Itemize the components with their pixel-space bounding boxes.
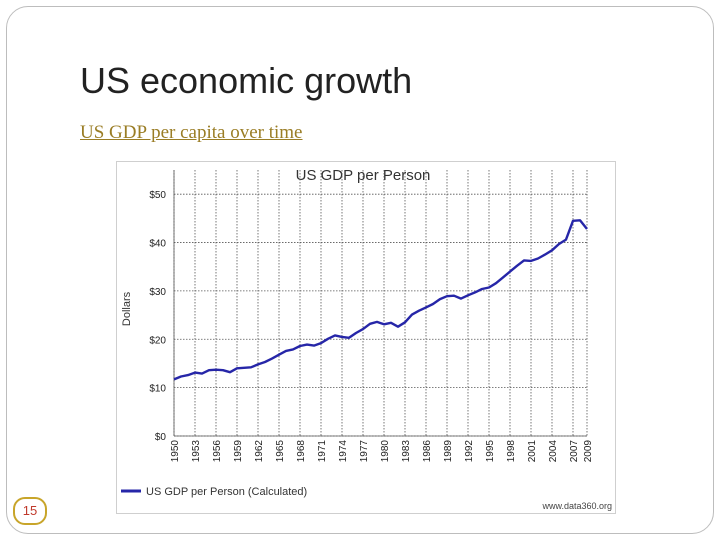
x-tick-label: 1989 <box>443 440 454 463</box>
x-tick-label: 1965 <box>275 440 286 463</box>
x-tick-label: 1980 <box>380 440 391 463</box>
chart-title: US GDP per Person <box>296 167 431 184</box>
x-tick-label: 1968 <box>296 440 307 463</box>
x-tick-label: 1983 <box>401 440 412 463</box>
legend: US GDP per Person (Calculated) <box>121 486 307 498</box>
y-axis-label: Dollars <box>121 291 133 326</box>
legend-label: US GDP per Person (Calculated) <box>146 486 307 498</box>
x-tick-label: 1959 <box>233 440 244 463</box>
x-tick-label: 1971 <box>317 440 328 463</box>
x-tick-label: 1956 <box>212 440 223 463</box>
x-tick-label: 2007 <box>569 440 580 463</box>
x-tick-label: 1953 <box>191 440 202 463</box>
gdp-line-chart: US GDP per Person Dollars $0 $10 $20 $30 $40… <box>121 167 612 511</box>
x-tick-label: 1995 <box>485 440 496 463</box>
series-line <box>173 219 588 381</box>
x-tick-label: 2001 <box>527 440 538 463</box>
y-tick-label: $20 <box>149 335 166 346</box>
x-tick-label: 1977 <box>359 440 370 463</box>
series-lines <box>173 219 588 381</box>
y-tick-label: $10 <box>149 384 166 395</box>
source-credit: www.data360.org <box>541 501 612 511</box>
y-tick-labels: $0 $10 $20 $30 $40 $50 <box>149 190 166 443</box>
gdp-link[interactable]: US GDP per capita over time <box>80 122 303 143</box>
y-tick-label: $30 <box>149 287 166 298</box>
grid-lines <box>173 170 588 437</box>
x-tick-label: 1950 <box>170 440 181 463</box>
chart-container: US GDP per Person Dollars $0 $10 $20 $30 $40… <box>116 161 616 514</box>
x-tick-label: 1962 <box>254 440 265 463</box>
x-tick-label: 2004 <box>548 440 559 463</box>
y-tick-label: $0 <box>155 432 167 443</box>
x-tick-labels: 1950 1953 1956 1959 1962 1965 1968 1971 1974 1977… <box>170 440 594 463</box>
slide-number-badge: 15 <box>13 497 47 525</box>
x-tick-label: 1986 <box>422 440 433 463</box>
y-tick-label: $40 <box>149 239 166 250</box>
x-tick-label: 2009 <box>583 440 594 463</box>
slide-title: US economic growth <box>80 60 413 101</box>
x-tick-label: 1992 <box>464 440 475 463</box>
x-tick-label: 1998 <box>506 440 517 463</box>
y-tick-label: $50 <box>149 190 166 201</box>
x-tick-label: 1974 <box>338 440 349 463</box>
